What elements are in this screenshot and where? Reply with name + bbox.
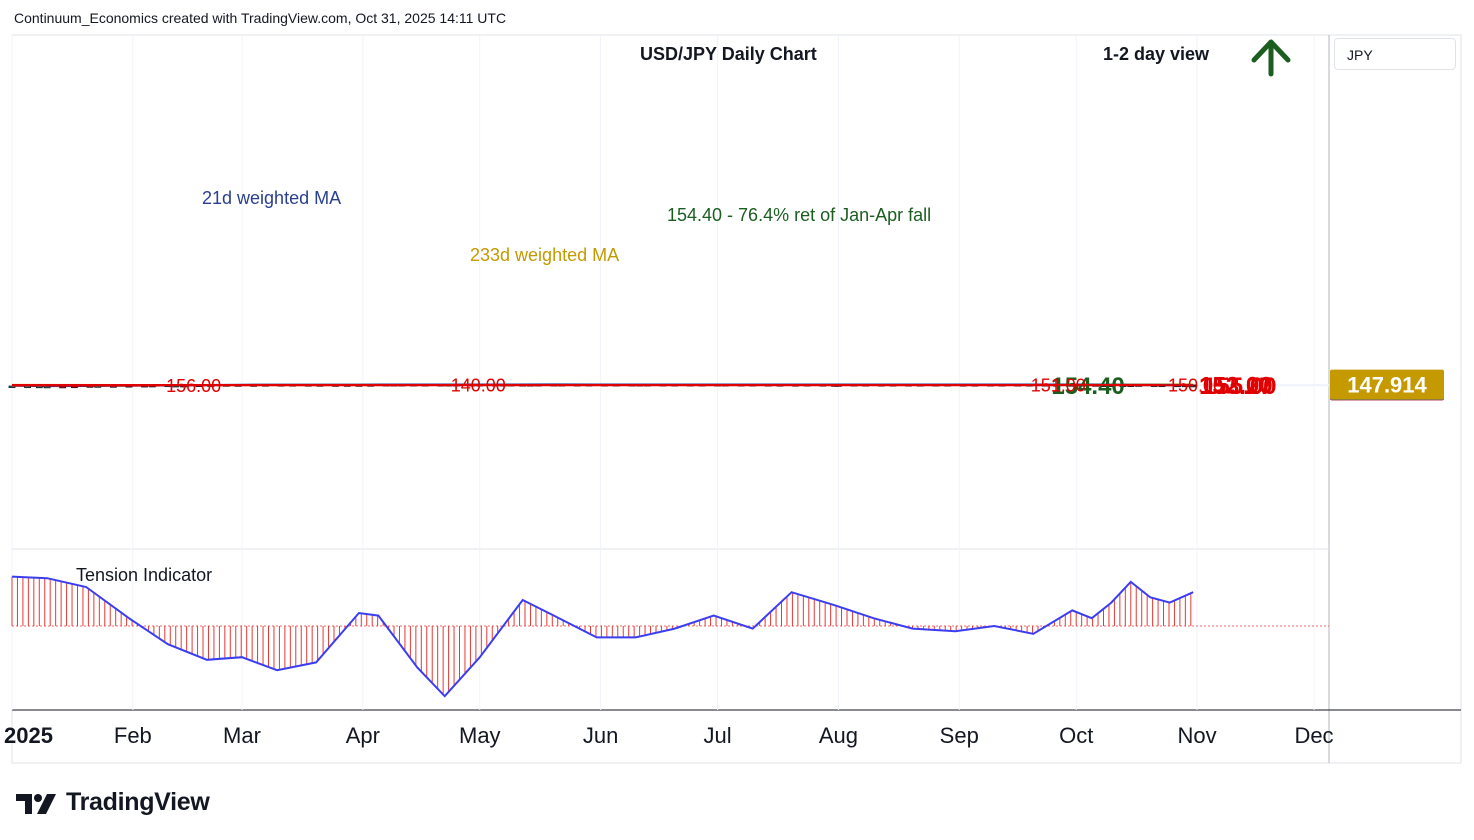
- tension-line: [11, 575, 1194, 698]
- x-axis-label: Jul: [704, 723, 732, 748]
- view-label: 1-2 day view: [1103, 44, 1210, 64]
- ma233-annotation: 233d weighted MA: [470, 245, 619, 265]
- level-label-154-40: 154.40: [1051, 373, 1124, 400]
- x-axis-label: Oct: [1059, 723, 1093, 748]
- tradingview-wordmark: TradingView: [66, 788, 210, 816]
- x-axis-label: Aug: [819, 723, 858, 748]
- chart-attribution: Continuum_Economics created with Trading…: [14, 10, 507, 26]
- tradingview-logo-icon: [16, 793, 56, 814]
- x-axis-label: Dec: [1294, 723, 1333, 748]
- price-label-box: [1330, 369, 1444, 400]
- x-axis-label: 2025: [4, 723, 53, 748]
- level-label-155-00: 155.00: [1203, 373, 1276, 400]
- x-axis-label: May: [459, 723, 501, 748]
- level-label-140-00: 140.00: [451, 375, 506, 395]
- fib-annotation: 154.40 - 76.4% ret of Jan-Apr fall: [667, 205, 931, 225]
- tension-indicator-label: Tension Indicator: [76, 565, 212, 585]
- up-arrow-icon: [1251, 39, 1291, 77]
- x-axis-label: Feb: [114, 723, 152, 748]
- tradingview-logo[interactable]: TradingView: [16, 788, 210, 817]
- chart-title: USD/JPY Daily Chart: [640, 44, 817, 64]
- tension-histogram: [11, 576, 1192, 695]
- x-axis-label: Jun: [583, 723, 618, 748]
- x-axis-label: Nov: [1177, 723, 1216, 748]
- level-label-153-27: 153.27: [1199, 373, 1272, 400]
- x-axis-label: Sep: [940, 723, 979, 748]
- price-label-text: 147.914: [1347, 373, 1427, 398]
- candle-body-up: [43, 385, 51, 389]
- candle-body-down: [59, 385, 67, 389]
- level-label-152-00: 152.00: [1199, 373, 1272, 400]
- currency-selector[interactable]: JPY: [1334, 38, 1456, 70]
- ma21-annotation: 21d weighted MA: [202, 188, 341, 208]
- x-axis-label: Apr: [346, 723, 380, 748]
- level-label-150-00: 150.00: [1168, 375, 1223, 395]
- x-axis-label: Mar: [223, 723, 261, 748]
